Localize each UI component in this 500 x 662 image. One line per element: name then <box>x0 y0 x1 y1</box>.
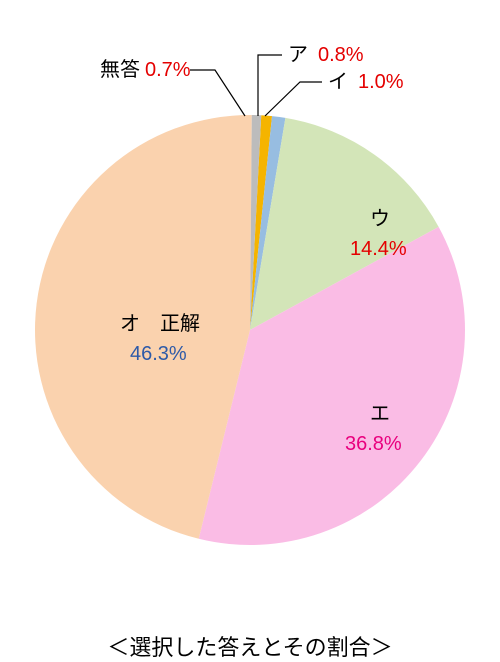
value-i: 1.0% <box>358 71 404 93</box>
value-na: 0.7% <box>145 59 191 81</box>
label-o: オ 正解 <box>120 312 200 335</box>
label-e: エ <box>370 403 390 425</box>
chart-caption: ＜選択した答えとその割合＞ <box>0 630 500 662</box>
value-o: 46.3% <box>130 343 187 365</box>
label-a: ア <box>288 44 308 66</box>
value-e: 36.8% <box>345 433 402 455</box>
value-u: 14.4% <box>350 238 407 260</box>
pie-chart: ウ 14.4% エ 36.8% オ 正解 46.3% ア 0.8% イ 1.0% 無答0.7% <box>0 0 500 620</box>
pie-svg: ウ 14.4% エ 36.8% オ 正解 46.3% ア 0.8% イ 1.0% 無答0.7% <box>0 0 500 620</box>
label-na: 無答 <box>100 58 140 81</box>
label-i: イ <box>328 71 348 93</box>
label-u: ウ <box>370 208 390 230</box>
value-a: 0.8% <box>318 44 364 66</box>
